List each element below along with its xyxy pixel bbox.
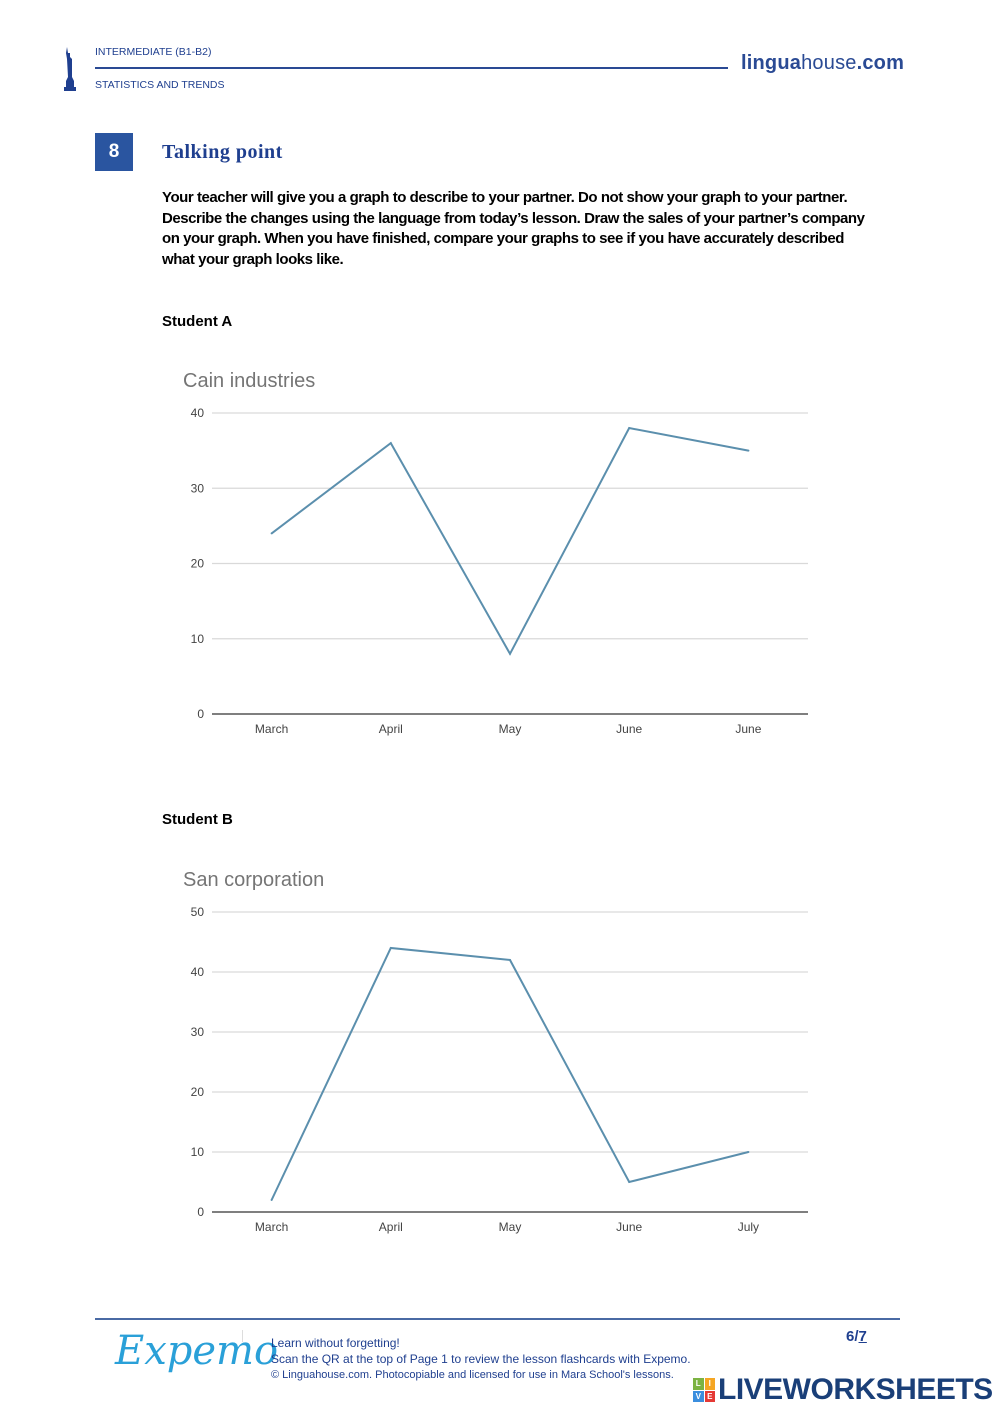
expemo-logo[interactable]: Expemo bbox=[115, 1328, 279, 1374]
statue-of-liberty-icon bbox=[64, 47, 76, 91]
data-point bbox=[747, 1151, 750, 1153]
data-point bbox=[628, 427, 631, 430]
y-tick-label: 20 bbox=[191, 557, 205, 571]
y-tick-label: 0 bbox=[197, 707, 204, 721]
x-tick-label: May bbox=[499, 1220, 522, 1234]
y-tick-label: 50 bbox=[191, 905, 205, 919]
data-point bbox=[270, 532, 273, 535]
data-point bbox=[747, 449, 750, 452]
y-tick-label: 40 bbox=[191, 406, 205, 420]
data-point bbox=[509, 652, 511, 655]
x-tick-label: April bbox=[379, 1220, 403, 1234]
instructions: Your teacher will give you a graph to de… bbox=[162, 188, 922, 270]
y-tick-label: 20 bbox=[191, 1085, 205, 1099]
section-title: Talking point bbox=[162, 141, 283, 163]
x-tick-label: June bbox=[616, 722, 642, 736]
x-tick-label: May bbox=[499, 722, 522, 736]
instruction-line: Your teacher will give you a graph to de… bbox=[162, 189, 848, 206]
liveworksheets-logo[interactable]: LIVEWORKSHEETS bbox=[718, 1373, 993, 1406]
x-tick-label: April bbox=[379, 722, 403, 736]
y-tick-label: 0 bbox=[197, 1205, 204, 1219]
student-a-label: Student A bbox=[162, 313, 233, 330]
header-divider bbox=[95, 67, 728, 69]
data-point bbox=[628, 1181, 631, 1183]
data-point bbox=[389, 442, 392, 445]
footer-divider bbox=[95, 1318, 900, 1320]
liveworksheets-icon: L I V E bbox=[693, 1378, 715, 1402]
data-point bbox=[270, 1199, 273, 1201]
footer-separator bbox=[242, 1330, 243, 1342]
footer-tagline: Learn without forgetting! bbox=[271, 1336, 400, 1350]
y-tick-label: 30 bbox=[191, 1025, 205, 1039]
instruction-line: what your graph looks like. bbox=[162, 250, 344, 268]
x-tick-label: June bbox=[735, 722, 761, 736]
page-number: 6/7 bbox=[846, 1328, 867, 1345]
instruction-line: on your graph. When you have finished, c… bbox=[162, 230, 844, 247]
y-tick-label: 40 bbox=[191, 965, 205, 979]
x-tick-label: March bbox=[255, 1220, 288, 1234]
y-tick-label: 30 bbox=[191, 481, 205, 495]
y-tick-label: 10 bbox=[191, 1145, 205, 1159]
footer-copyright: © Linguahouse.com. Photocopiable and lic… bbox=[271, 1369, 674, 1381]
data-series-line bbox=[270, 946, 749, 1201]
x-tick-label: July bbox=[738, 1220, 759, 1234]
footer-scan-text: Scan the QR at the top of Page 1 to revi… bbox=[271, 1352, 691, 1366]
x-tick-label: March bbox=[255, 722, 288, 736]
linguahouse-logo[interactable]: linguahouse.com bbox=[741, 52, 905, 74]
data-point bbox=[509, 959, 511, 961]
student-b-label: Student B bbox=[162, 811, 233, 828]
topic-label: STATISTICS AND TRENDS bbox=[95, 79, 225, 91]
y-tick-label: 10 bbox=[191, 632, 205, 646]
chart-title: San corporation bbox=[183, 869, 324, 891]
instruction-line: Describe the changes using the language … bbox=[162, 209, 865, 227]
total-pages-link[interactable]: 7 bbox=[858, 1328, 867, 1345]
data-point bbox=[389, 947, 392, 949]
x-tick-label: June bbox=[616, 1220, 642, 1234]
chart-title: Cain industries bbox=[183, 370, 315, 392]
level-label: INTERMEDIATE (B1-B2) bbox=[95, 46, 212, 58]
section-number: 8 bbox=[95, 133, 133, 171]
